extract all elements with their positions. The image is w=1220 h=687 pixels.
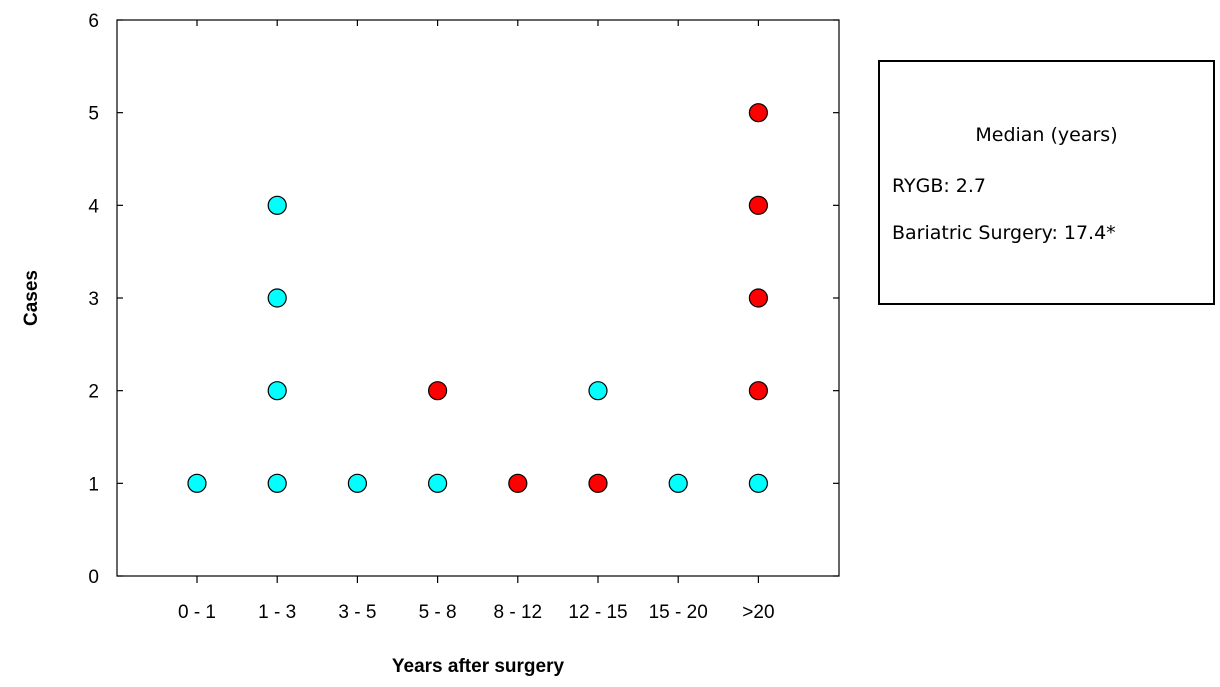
axis-ticks: 0 1 2 3 4 5 6 0 - 1 1 - 3 3 - 5 5 - 8 8 - 12 12 - 15… bbox=[88, 11, 839, 623]
x-axis-title: Years after surgery bbox=[392, 656, 565, 677]
x-tick-label: 8 - 12 bbox=[494, 602, 543, 623]
data-point-red bbox=[748, 103, 769, 123]
y-tick-label: 1 bbox=[88, 474, 99, 495]
data-point-cyan bbox=[748, 473, 769, 493]
data-point-cyan bbox=[267, 473, 287, 493]
data-point-red bbox=[508, 473, 528, 493]
y-tick-label: 0 bbox=[88, 567, 99, 588]
data-points bbox=[187, 103, 769, 493]
data-point-red bbox=[588, 473, 608, 493]
median-annotation-box: Median (years) RYGB: 2.7 Bariatric Surge… bbox=[878, 60, 1215, 305]
data-point-cyan bbox=[668, 473, 688, 493]
x-tick-label: >20 bbox=[742, 602, 774, 623]
x-tick-label: 15 - 20 bbox=[649, 602, 708, 623]
data-point-red bbox=[748, 381, 769, 401]
data-point-red bbox=[748, 288, 769, 308]
data-point-cyan bbox=[267, 381, 287, 401]
data-point-cyan bbox=[267, 195, 287, 215]
data-point-red bbox=[748, 195, 769, 215]
data-point-cyan bbox=[347, 473, 367, 493]
y-tick-label: 6 bbox=[88, 11, 99, 32]
median-rygb: RYGB: 2.7 bbox=[892, 175, 987, 197]
x-tick-label: 3 - 5 bbox=[338, 602, 376, 623]
data-point-cyan bbox=[187, 473, 207, 493]
x-tick-label: 5 - 8 bbox=[419, 602, 457, 623]
y-tick-label: 4 bbox=[88, 196, 99, 217]
x-tick-label: 0 - 1 bbox=[178, 602, 216, 623]
y-axis-title: Cases bbox=[21, 270, 42, 326]
data-point-cyan bbox=[428, 473, 448, 493]
data-point-red bbox=[428, 381, 448, 401]
median-bariatric-surgery: Bariatric Surgery: 17.4* bbox=[892, 222, 1116, 244]
median-title: Median (years) bbox=[975, 124, 1118, 146]
data-point-cyan bbox=[267, 288, 287, 308]
x-tick-label: 1 - 3 bbox=[258, 602, 296, 623]
y-tick-label: 2 bbox=[88, 382, 99, 403]
x-tick-label: 12 - 15 bbox=[568, 602, 627, 623]
y-tick-label: 3 bbox=[88, 289, 99, 310]
y-tick-label: 5 bbox=[88, 104, 99, 125]
plot-area bbox=[116, 19, 840, 577]
data-point-cyan bbox=[588, 381, 608, 401]
